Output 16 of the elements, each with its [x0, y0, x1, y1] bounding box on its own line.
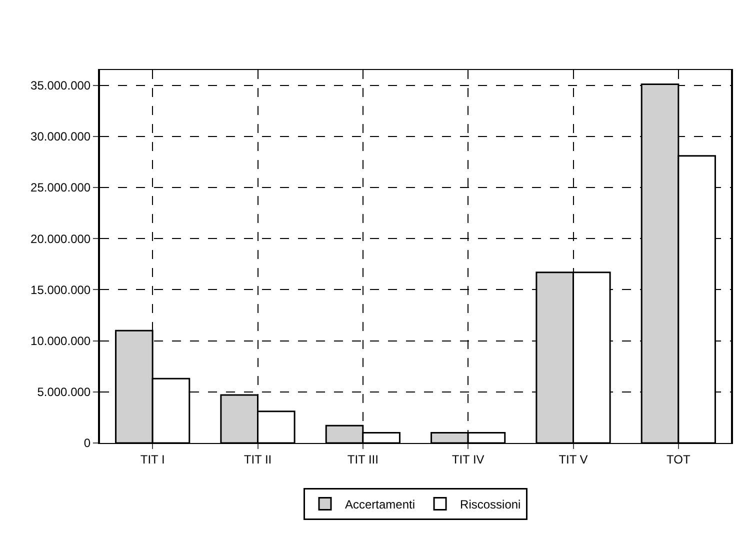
y-tick-label: 30.000.000 [30, 130, 91, 144]
legend-label: Accertamenti [345, 497, 416, 512]
y-tick-label: 0 [84, 436, 91, 450]
y-tick-label: 15.000.000 [30, 282, 91, 297]
x-tick-label: TOT [666, 452, 691, 466]
y-tick-label: 5.000.000 [37, 385, 91, 400]
y-tick-label: 20.000.000 [30, 232, 91, 246]
y-tick-label: 25.000.000 [30, 180, 91, 195]
x-tick-label: TIT III [347, 452, 378, 466]
y-tick-label: 10.000.000 [30, 334, 91, 348]
legend-label: Riscossioni [460, 497, 521, 512]
x-tick-label: TIT I [140, 452, 165, 466]
x-tick-label: TIT IV [452, 452, 484, 466]
x-tick-label: TIT II [244, 452, 272, 466]
y-tick-label: 35.000.000 [30, 78, 91, 93]
x-tick-label: TIT V [558, 452, 588, 466]
